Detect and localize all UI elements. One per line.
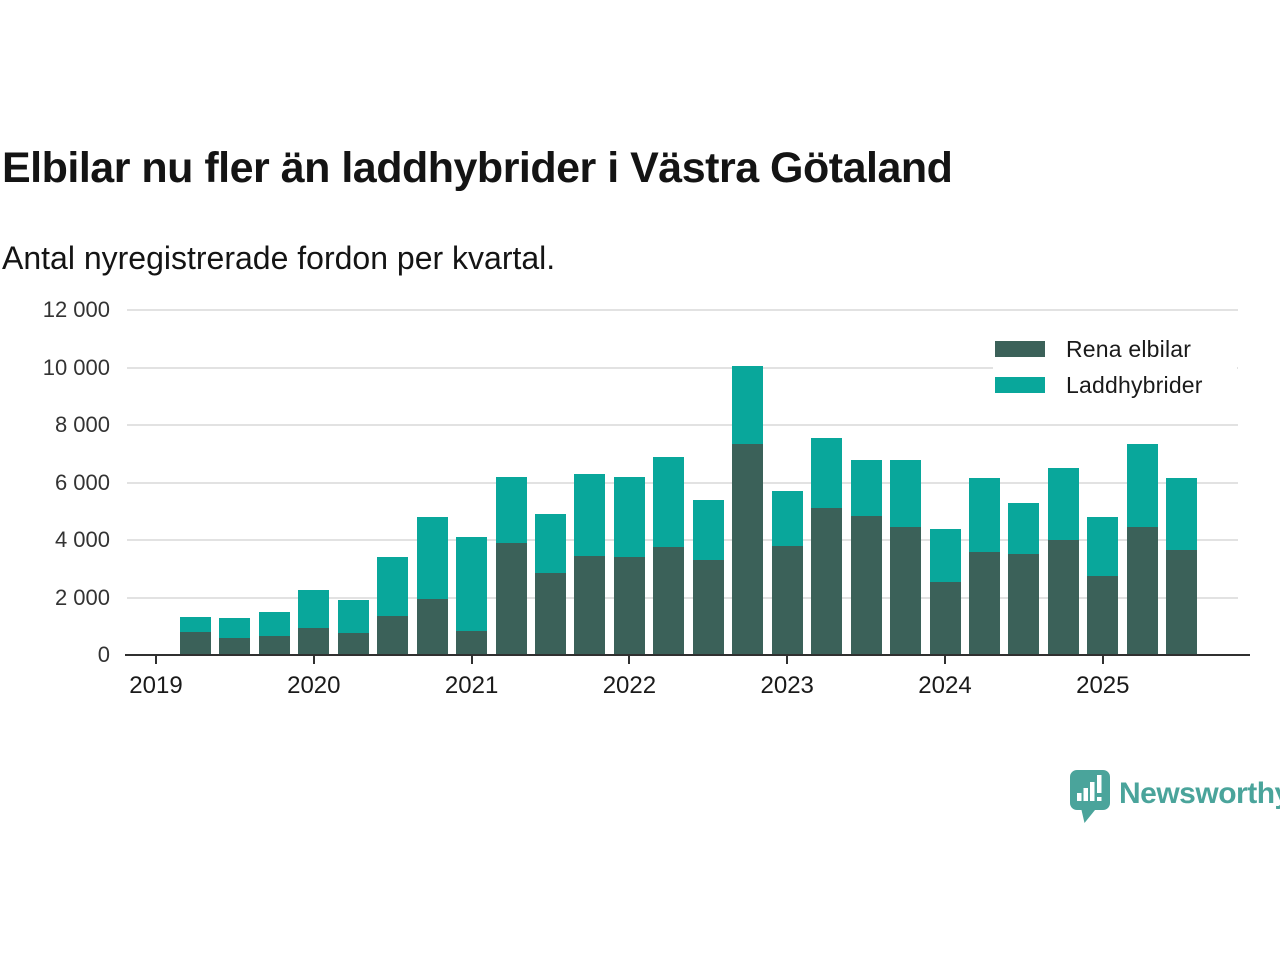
bar-2022-q1-laddhybrider	[653, 456, 685, 548]
y-tick-label: 6 000	[54, 469, 110, 495]
legend-swatch-laddhybrider	[995, 377, 1045, 393]
bar-2023-q1-laddhybrider	[811, 437, 843, 509]
y-tick-label: 4 000	[54, 527, 110, 552]
bar-2023-q2-rena-elbilar	[850, 515, 882, 655]
logo-bar-2	[1083, 788, 1088, 801]
bar-2022-q2-rena-elbilar	[692, 560, 724, 655]
logo-exclamation-stroke	[1097, 775, 1102, 793]
bar-2022-q3-laddhybrider	[732, 366, 764, 444]
x-axis-line	[125, 654, 1250, 656]
bar-2023-q3-rena-elbilar	[890, 527, 922, 655]
gridline-12000	[127, 309, 1238, 311]
bar-2023-q3-laddhybrider	[890, 459, 922, 528]
bar-2020-q1-rena-elbilar	[337, 632, 369, 655]
bar-2019-q2-rena-elbilar	[219, 637, 251, 655]
gridline-8000	[127, 424, 1238, 426]
y-tick-label: 10 000	[42, 354, 110, 380]
x-tick-label-2019: 2019	[129, 672, 183, 699]
y-tick-label: 12 000	[42, 297, 110, 322]
bar-2019-q4-rena-elbilar	[298, 628, 330, 655]
bar-2024-q3-rena-elbilar	[1047, 540, 1079, 655]
bar-2023-q1-rena-elbilar	[811, 508, 843, 655]
bar-2025-q2-rena-elbilar	[1166, 550, 1198, 655]
page-subtitle: Antal nyregistrerade fordon per kvartal.	[2, 240, 556, 276]
y-tick-label: 2 000	[54, 584, 110, 610]
bar-2024-q4-laddhybrider	[1087, 517, 1119, 576]
bar-2019-q4-laddhybrider	[298, 590, 330, 629]
bar-2024-q1-laddhybrider	[968, 478, 1000, 552]
legend-swatch-rena-elbilar	[995, 341, 1045, 357]
x-tick-label-2022: 2022	[602, 672, 657, 699]
bar-2020-q2-laddhybrider	[377, 557, 409, 617]
bar-2021-q1-laddhybrider	[495, 476, 527, 543]
bar-2022-q4-rena-elbilar	[771, 545, 803, 655]
bar-2019-q2-laddhybrider	[219, 618, 251, 638]
bar-2020-q2-rena-elbilar	[377, 616, 409, 655]
bar-2019-q1-laddhybrider	[179, 616, 211, 632]
newsworthy-logo: Newsworthy	[1070, 770, 1280, 824]
bar-2021-q2-rena-elbilar	[535, 573, 566, 655]
bar-2021-q3-rena-elbilar	[574, 555, 606, 655]
x-tick-label-2020: 2020	[287, 672, 341, 699]
x-tick-label-2021: 2021	[444, 672, 499, 699]
newsworthy-logo-text: Newsworthy	[1119, 777, 1280, 810]
x-tick-mark-2019	[155, 656, 157, 664]
bar-2019-q3-rena-elbilar	[258, 636, 290, 655]
x-tick-mark-2021	[470, 656, 473, 664]
x-tick-label-2023: 2023	[760, 672, 814, 699]
logo-bar-3	[1090, 782, 1095, 801]
bar-2020-q3-laddhybrider	[416, 517, 448, 599]
bar-2019-q3-laddhybrider	[258, 611, 290, 637]
x-tick-mark-2020	[312, 656, 315, 664]
bar-2024-q4-rena-elbilar	[1087, 575, 1119, 655]
bar-2020-q4-rena-elbilar	[456, 630, 488, 655]
bar-2021-q4-laddhybrider	[613, 476, 645, 558]
bar-2024-q2-laddhybrider	[1008, 502, 1040, 555]
x-tick-mark-2024	[944, 656, 946, 664]
bar-2021-q4-rena-elbilar	[613, 557, 645, 655]
legend: Rena elbilar Laddhybrider	[993, 330, 1237, 410]
bar-2022-q1-rena-elbilar	[653, 547, 685, 655]
bar-2025-q1-rena-elbilar	[1126, 527, 1158, 655]
bar-2023-q2-laddhybrider	[850, 459, 882, 516]
x-tick-label-2025: 2025	[1076, 672, 1130, 699]
legend-label: Laddhybrider	[1066, 371, 1203, 398]
y-tick-label: 0	[97, 642, 110, 667]
bar-2023-q4-rena-elbilar	[929, 581, 961, 655]
bar-2020-q1-laddhybrider	[337, 600, 369, 633]
bar-2025-q2-laddhybrider	[1166, 478, 1198, 551]
newsworthy-logo-icon	[1070, 770, 1110, 823]
bar-2020-q4-laddhybrider	[456, 537, 488, 631]
x-tick-mark-2023	[786, 656, 789, 664]
bar-2022-q4-laddhybrider	[771, 491, 803, 546]
bar-2022-q3-rena-elbilar	[732, 443, 764, 655]
logo-exclamation-dot	[1097, 797, 1102, 801]
logo-bar-1	[1077, 793, 1082, 801]
x-tick-mark-2025	[1101, 656, 1104, 664]
bar-2021-q2-laddhybrider	[535, 514, 566, 574]
legend-label: Rena elbilar	[1066, 335, 1192, 362]
bar-2019-q1-rena-elbilar	[179, 632, 211, 655]
bar-2024-q3-laddhybrider	[1047, 468, 1079, 540]
x-tick-label-2024: 2024	[918, 672, 972, 699]
legend-item-rena-elbilar: Rena elbilar	[995, 335, 1192, 362]
x-tick-mark-2022	[628, 656, 631, 664]
bar-2022-q2-laddhybrider	[692, 499, 724, 561]
bar-2021-q3-laddhybrider	[574, 473, 606, 556]
y-tick-label: 8 000	[54, 412, 110, 437]
bar-2020-q3-rena-elbilar	[416, 598, 448, 655]
bar-2023-q4-laddhybrider	[929, 528, 961, 582]
bar-2024-q1-rena-elbilar	[968, 551, 1000, 655]
legend-item-laddhybrider: Laddhybrider	[995, 371, 1203, 398]
bar-2025-q1-laddhybrider	[1126, 443, 1158, 528]
bar-2024-q2-rena-elbilar	[1008, 554, 1040, 655]
bar-2021-q1-rena-elbilar	[495, 542, 527, 655]
gridline-10000	[127, 366, 1238, 369]
page-title: Elbilar nu fler än laddhybrider i Västra…	[2, 144, 953, 192]
